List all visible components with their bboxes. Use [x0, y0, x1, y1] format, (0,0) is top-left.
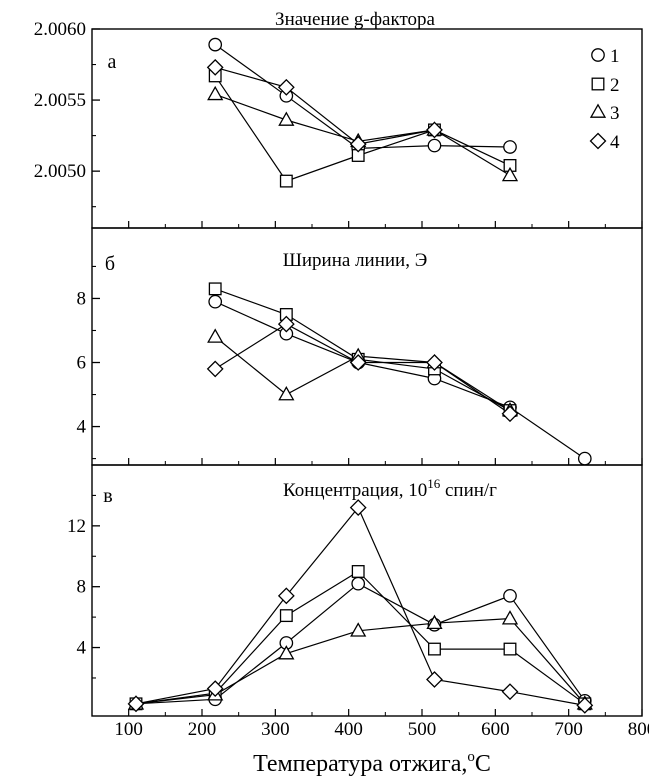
data-point-c-3: [350, 622, 367, 637]
data-point-a-2: [279, 174, 293, 188]
panel-letter-b: б: [105, 253, 115, 275]
data-point-a-4: [426, 121, 443, 139]
data-point-c-4: [206, 680, 224, 698]
data-point-c-4: [349, 499, 367, 517]
data-point-a-1: [503, 140, 517, 154]
data-point-c-2: [351, 565, 365, 578]
data-point-b-2: [208, 282, 222, 296]
series-line-a-2: [214, 75, 511, 182]
series-line-b-3: [214, 336, 511, 412]
series-line-a-1: [214, 44, 511, 150]
y-tick-label: 12: [67, 516, 86, 537]
data-point-c-4: [127, 695, 145, 713]
y-tick-label: 8: [77, 288, 87, 309]
data-point-a-4: [349, 135, 367, 153]
legend: 1 2 3 4: [589, 46, 620, 153]
data-point-a-4: [206, 58, 224, 76]
data-point-a-3: [501, 166, 519, 182]
series-line-b-4: [214, 323, 511, 415]
y-tick-label: 6: [77, 353, 87, 374]
data-point-c-3: [501, 610, 519, 625]
data-point-b-4: [206, 360, 224, 378]
x-tick-label: 800: [628, 719, 649, 740]
legend-marker-3: [589, 103, 607, 118]
panel-letter-c: в: [103, 485, 112, 507]
series-line-a-3: [214, 93, 511, 176]
x-tick-label: 600: [481, 719, 510, 740]
x-tick-label: 500: [408, 719, 437, 740]
data-point-a-3: [278, 111, 295, 126]
panel-frame-c: [91, 464, 643, 717]
x-tick-label: 100: [114, 719, 143, 740]
y-tick-label: 2.0060: [34, 19, 86, 40]
x-axis-label-unit: C: [475, 751, 491, 777]
data-point-c-2: [503, 642, 517, 656]
panel-title-c: Концентрация, 1016 спин/г: [283, 476, 497, 501]
series-line-c-1: [135, 582, 586, 705]
data-point-a-1: [208, 37, 223, 52]
data-point-c-1: [503, 588, 517, 603]
data-point-c-2: [279, 609, 293, 623]
legend-marker-2: [591, 77, 605, 91]
data-point-b-4: [277, 315, 295, 333]
data-point-a-1: [427, 138, 442, 153]
data-point-b-4: [501, 405, 519, 423]
data-point-c-4: [576, 696, 594, 714]
legend-marker-4: [589, 132, 607, 150]
series-line-b-1: [214, 301, 586, 460]
data-point-b-4: [426, 354, 443, 371]
y-tick-label: 2.0050: [34, 161, 86, 182]
panel-frames: [91, 28, 643, 717]
data-point-c-2: [428, 642, 441, 656]
y-tick-label: 4: [77, 638, 87, 659]
x-tick-label: 300: [261, 719, 290, 740]
x-axis-label-superscript: o: [467, 749, 475, 765]
legend-label: 4: [610, 132, 620, 153]
chart-texts: 2.0050 2.0055 2.0060 Значение g-фактора а 4 6 8…: [34, 9, 649, 777]
panel-title-b: Ширина линии, Э: [283, 250, 428, 271]
x-tick-label: 200: [188, 719, 217, 740]
legend-label: 2: [610, 75, 620, 96]
series-markers: [127, 37, 594, 714]
title-tail: спин/г: [440, 480, 497, 501]
data-point-a-3: [207, 85, 224, 101]
y-tick-label: 8: [77, 577, 87, 598]
series-line-b-2: [214, 288, 511, 412]
title-superscript: 16: [427, 476, 441, 491]
data-point-b-3: [278, 386, 295, 401]
data-point-c-4: [501, 683, 519, 701]
data-point-b-1: [577, 451, 592, 466]
x-axis-label: Температура отжига,oC: [253, 749, 491, 777]
axis-ticks: [92, 28, 643, 716]
series-line-a-4: [215, 66, 435, 145]
series-line-c-2: [135, 570, 586, 705]
y-tick-label: 2.0055: [34, 90, 86, 111]
legend-label: 1: [610, 46, 620, 67]
data-point-a-4: [277, 78, 295, 96]
data-point-b-3: [207, 328, 224, 343]
panel-frame-a: [91, 28, 643, 229]
panel-letter-a: а: [108, 51, 117, 73]
y-tick-label: 4: [77, 417, 87, 438]
data-point-b-1: [208, 294, 223, 309]
data-point-b-4: [349, 354, 367, 371]
x-tick-label: 700: [554, 719, 583, 740]
data-point-c-1: [351, 576, 366, 591]
data-point-c-3: [426, 614, 443, 630]
panel-title-a: Значение g-фактора: [275, 9, 435, 30]
legend-marker-1: [591, 48, 605, 62]
data-point-c-4: [426, 671, 443, 688]
data-point-c-4: [277, 587, 295, 605]
data-point-c-3: [278, 645, 295, 660]
x-tick-label: 400: [334, 719, 363, 740]
legend-label: 3: [610, 103, 620, 124]
